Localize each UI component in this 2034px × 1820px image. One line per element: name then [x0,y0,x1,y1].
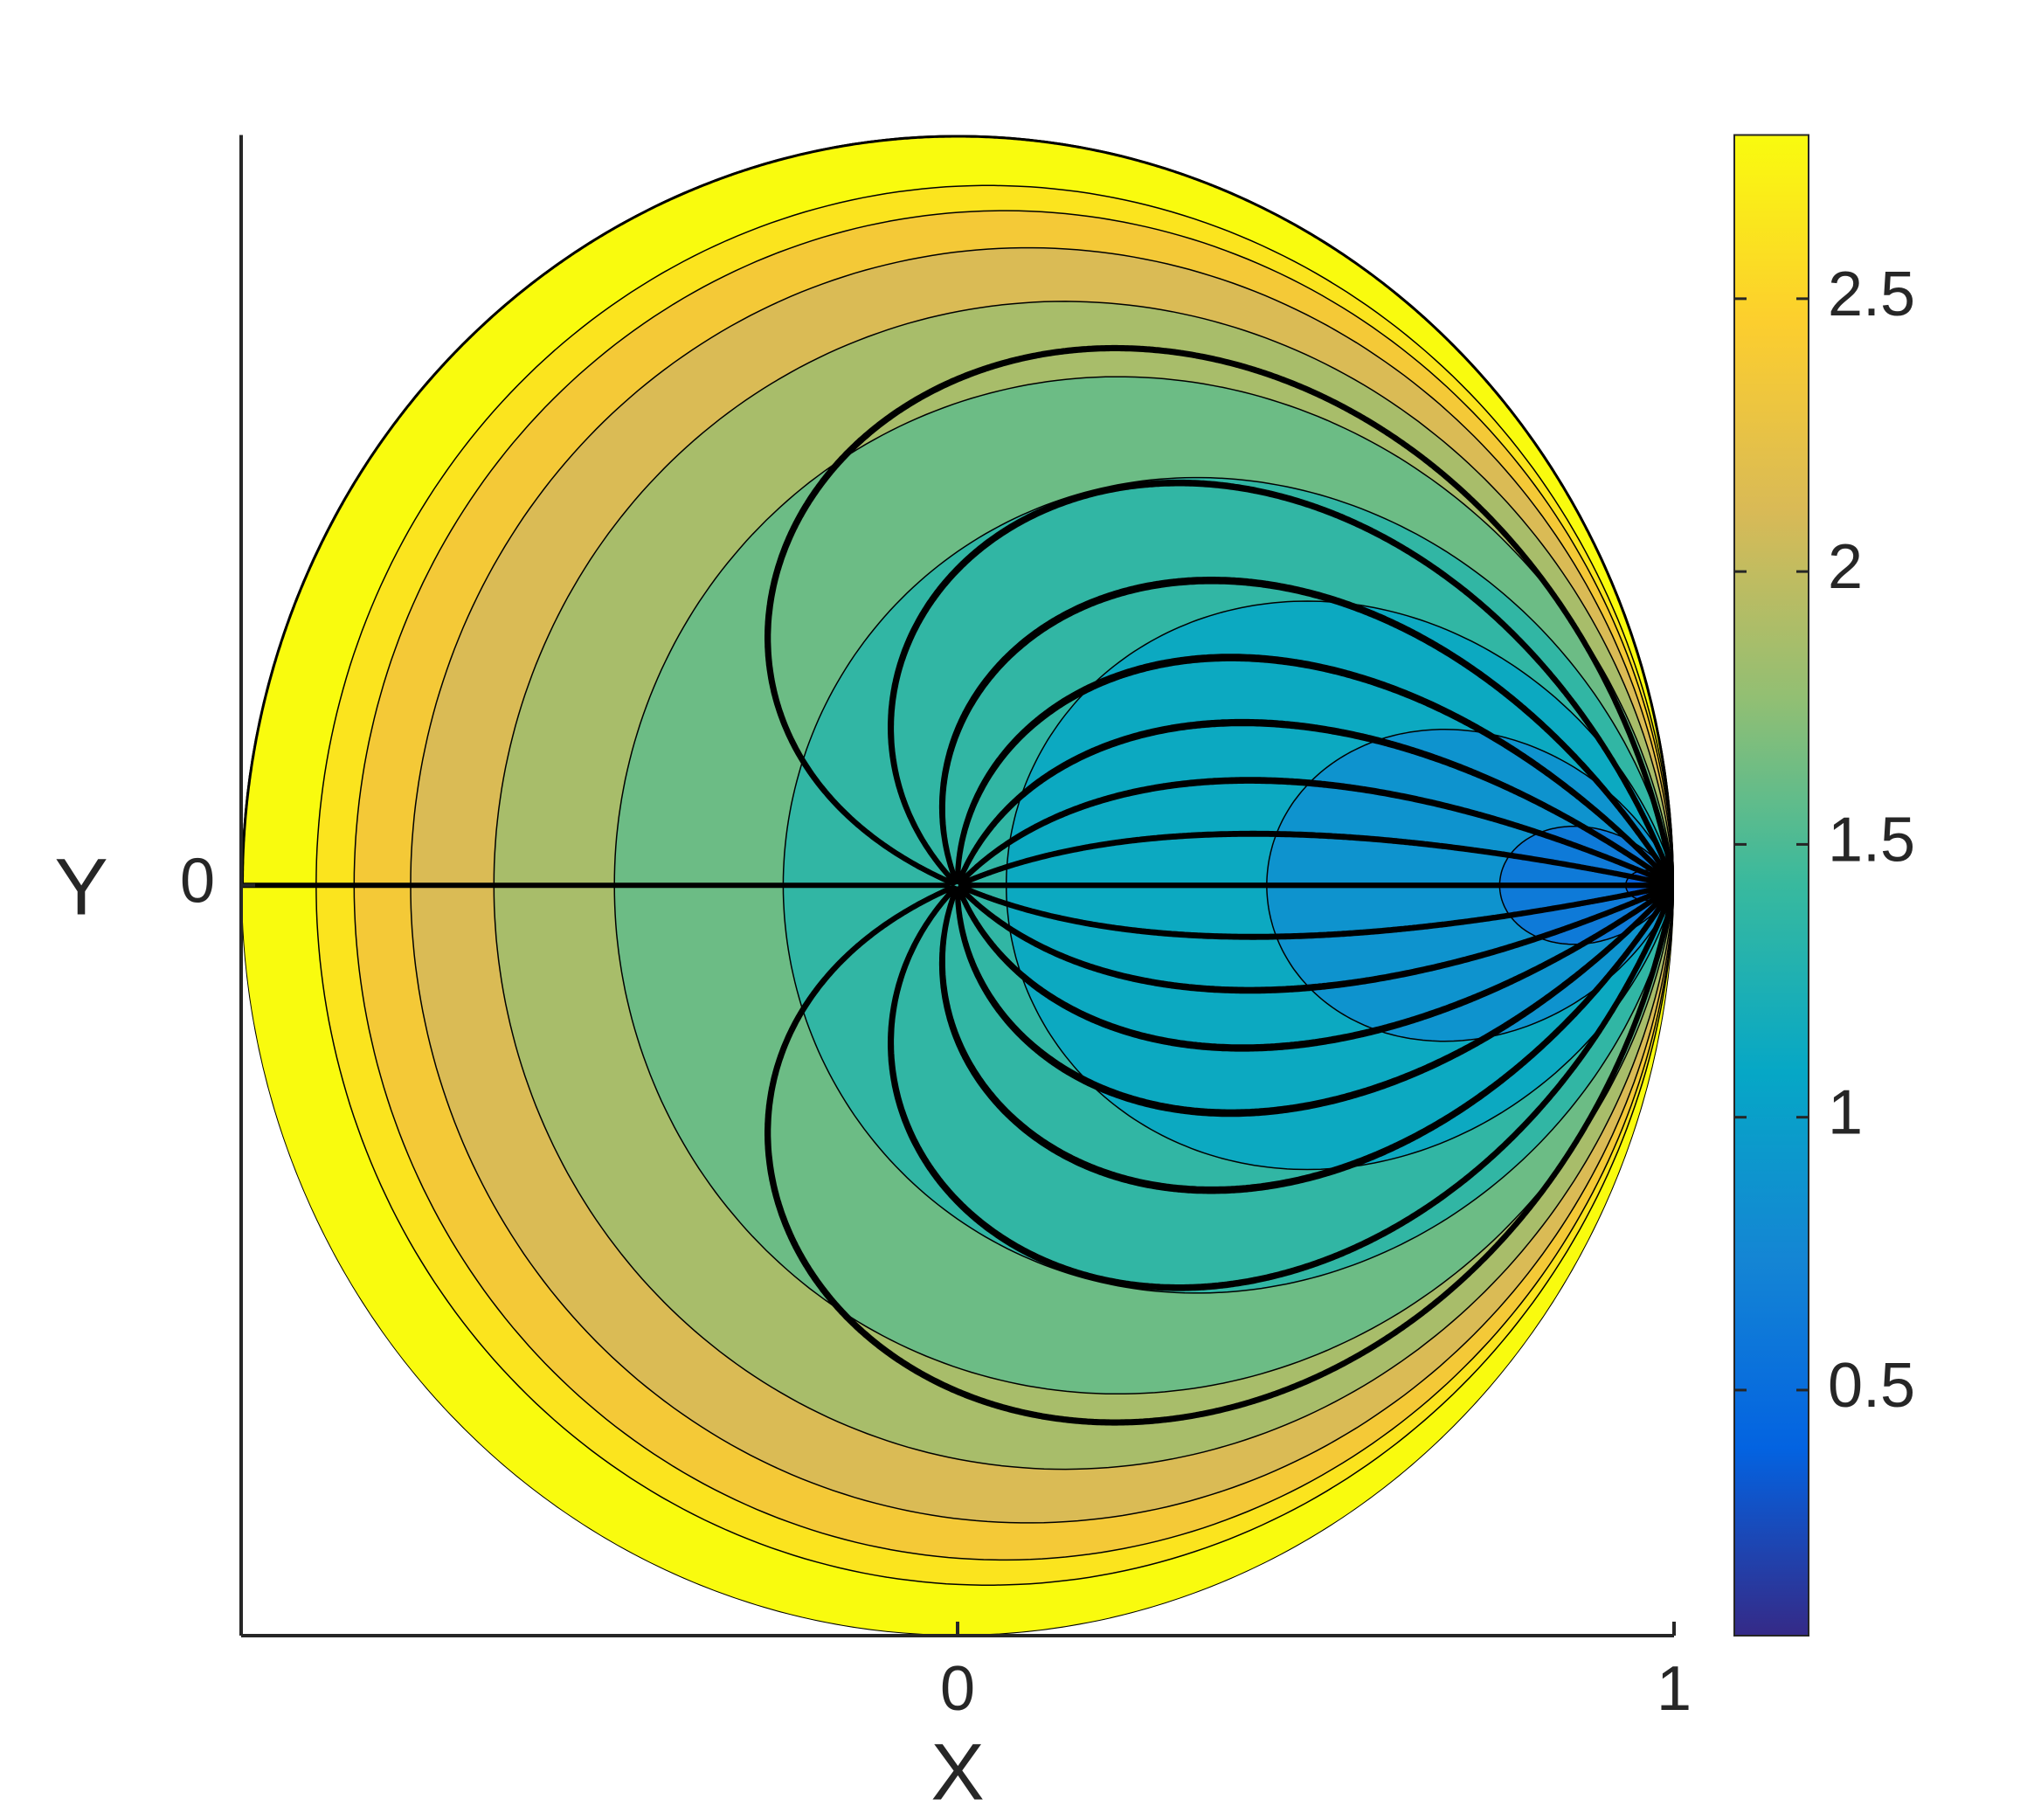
streamline [955,655,1671,885]
y-tick-label: 0 [180,846,215,916]
streamline [764,883,1674,1426]
streamline [957,778,1669,886]
y-axis-label: Y [54,842,107,931]
colorbar-tick-label: 1 [1828,1078,1863,1148]
colorbar-tick-label: 0.5 [1828,1351,1915,1421]
streamline [955,721,1670,885]
streamline [939,578,1672,886]
streamline [889,481,1674,886]
streamline [957,831,1668,888]
x-tick-label: 0 [940,1654,975,1724]
streamline [957,884,1669,993]
streamline [955,886,1670,1050]
colorbar-tick-label: 2.5 [1828,260,1915,329]
colorbar-tick-label: 1.5 [1828,805,1915,875]
streamline [939,885,1672,1192]
streamline [889,885,1674,1290]
streamline [955,886,1671,1115]
field [241,135,1674,1636]
streamline [764,344,1674,887]
x-axis-label: X [931,1727,984,1817]
x-tick-label: 1 [1657,1654,1692,1724]
colorbar [1733,134,1809,1637]
colorbar-tick-label: 2 [1828,532,1863,602]
streamline [957,882,1668,939]
